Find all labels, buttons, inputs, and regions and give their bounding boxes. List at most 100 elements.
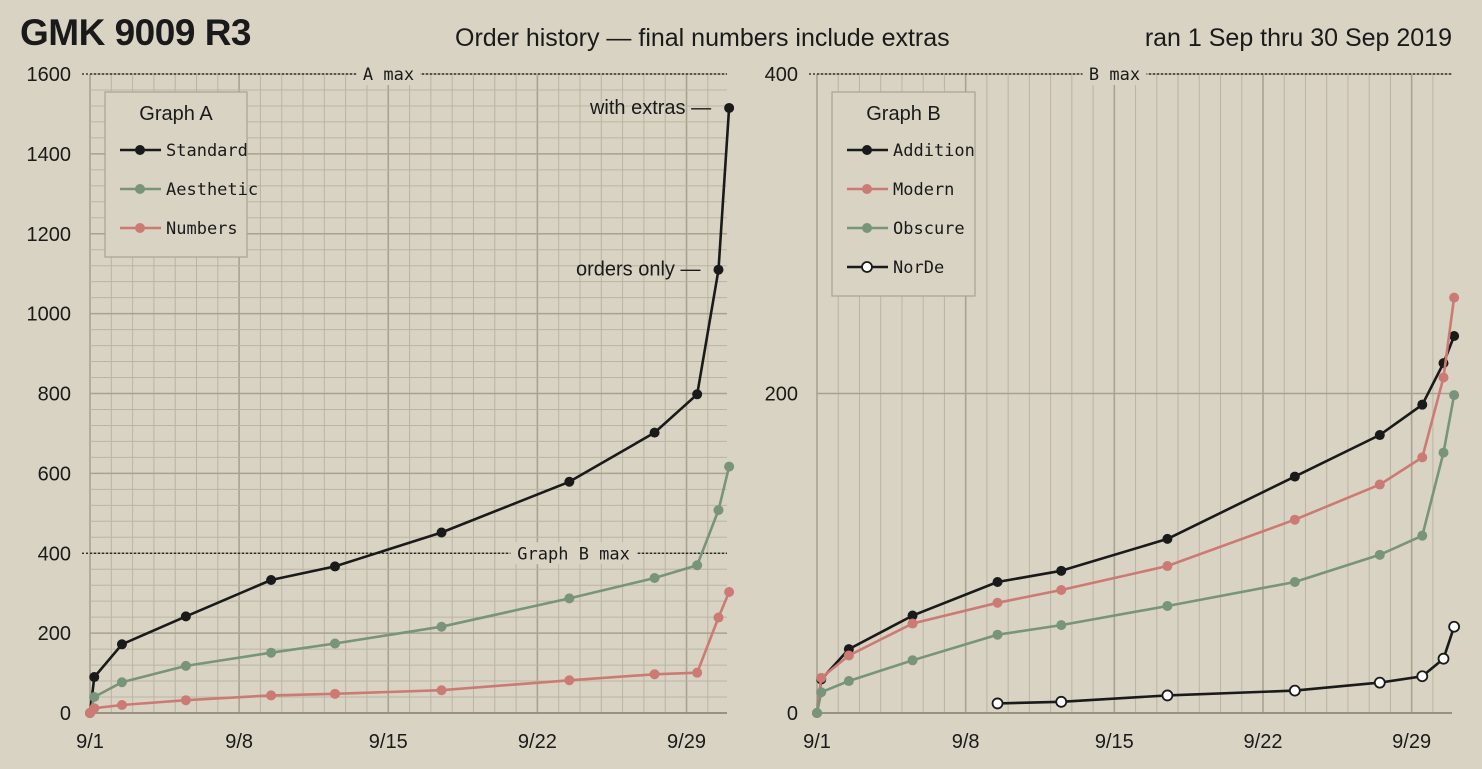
data-point-obscure xyxy=(812,708,822,718)
annotation-label: with extras — xyxy=(589,97,711,119)
data-point-obscure xyxy=(1438,447,1449,458)
data-point-obscure xyxy=(1417,530,1428,541)
x-tick-label: 9/22 xyxy=(1244,731,1283,753)
series-line-standard xyxy=(88,107,731,714)
legend-entry-addition: Addition xyxy=(893,141,975,161)
x-tick-label: 9/29 xyxy=(667,731,706,753)
legend-entry-modern: Modern xyxy=(893,180,954,200)
data-point-standard xyxy=(692,389,703,400)
data-point-standard xyxy=(180,611,191,622)
data-point-obscure xyxy=(816,687,827,698)
y-tick-label: 800 xyxy=(38,384,71,406)
legend-entry-norde: NorDe xyxy=(893,258,944,278)
x-tick-label: 9/29 xyxy=(1392,731,1431,753)
x-tick-label: 9/15 xyxy=(1095,731,1134,753)
data-point-norde xyxy=(1437,652,1450,665)
y-tick-label: 1200 xyxy=(27,224,72,246)
data-point-standard xyxy=(436,527,447,538)
data-point-obscure xyxy=(907,655,918,666)
data-point-aesthetic xyxy=(180,660,191,671)
y-tick-label: 200 xyxy=(38,623,71,645)
y-tick-label: 400 xyxy=(38,543,71,565)
data-point-norde xyxy=(1373,676,1386,689)
series-line-modern xyxy=(815,297,1456,714)
y-tick-label: 600 xyxy=(38,463,71,485)
data-point-modern xyxy=(816,672,827,683)
data-point-numbers xyxy=(564,675,575,686)
data-point-obscure xyxy=(992,629,1003,640)
data-point-obscure xyxy=(1162,600,1173,611)
data-point-modern xyxy=(1417,452,1428,463)
data-point-standard xyxy=(116,639,127,650)
data-point-modern xyxy=(1374,479,1385,490)
reference-label-bg xyxy=(510,542,637,565)
data-point-obscure xyxy=(843,676,854,687)
legend: Graph B Addition Modern Obscure NorDe xyxy=(831,91,976,297)
reference-line-label: Graph B max xyxy=(517,544,630,564)
data-point-modern xyxy=(907,618,918,629)
chart-b: 0 200 400 9/1 9/8 9/15 9/22 9/29 B max Graph B Add… xyxy=(765,63,1461,753)
data-point-aesthetic xyxy=(89,692,100,703)
data-point-numbers xyxy=(180,695,191,706)
data-point-aesthetic xyxy=(713,505,724,516)
reference-line-label: A max xyxy=(363,65,414,85)
y-tick-label: 200 xyxy=(765,384,798,406)
data-point-obscure xyxy=(1289,577,1300,588)
data-point-numbers xyxy=(713,612,724,623)
data-point-aesthetic xyxy=(116,677,127,688)
data-point-obscure xyxy=(1449,390,1460,401)
legend-entry-aesthetic: Aesthetic xyxy=(166,180,258,200)
legend-entry-numbers: Numbers xyxy=(166,219,238,239)
data-point-aesthetic xyxy=(649,573,660,584)
x-tick-label: 9/15 xyxy=(369,731,408,753)
x-tick-label: 9/8 xyxy=(225,731,253,753)
data-point-numbers xyxy=(116,700,127,711)
legend-entry-standard: Standard xyxy=(166,141,248,161)
x-tick-label: 9/22 xyxy=(518,731,557,753)
page-title: GMK 9009 R3 xyxy=(20,12,252,53)
data-point-addition xyxy=(992,577,1003,588)
legend-entry-obscure: Obscure xyxy=(893,219,965,239)
chart-a: 0 200 400 600 800 1000 1200 1400 1600 9/1 9/8 9/15 9… xyxy=(27,63,735,753)
data-point-aesthetic xyxy=(564,593,575,604)
y-tick-label: 400 xyxy=(765,64,798,86)
data-point-numbers xyxy=(89,703,100,714)
x-tick-label: 9/8 xyxy=(952,731,980,753)
data-point-numbers xyxy=(724,586,735,597)
data-point-addition xyxy=(1417,399,1428,410)
data-point-norde xyxy=(1416,670,1429,683)
y-tick-label: 0 xyxy=(787,703,798,725)
data-point-standard xyxy=(564,476,575,487)
y-tick-label: 0 xyxy=(60,703,71,725)
legend-box xyxy=(104,91,248,258)
chart-subtitle: Order history — final numbers include ex… xyxy=(455,24,950,52)
data-point-norde xyxy=(1448,620,1461,633)
data-point-modern xyxy=(1438,372,1449,383)
data-point-numbers xyxy=(649,669,660,680)
series-line-aesthetic xyxy=(88,466,731,714)
x-tick-label: 9/1 xyxy=(803,731,831,753)
data-point-modern xyxy=(843,650,854,661)
data-point-standard xyxy=(724,102,735,113)
series-line-norde xyxy=(997,626,1456,705)
legend-swatch-marker xyxy=(135,145,145,155)
data-point-standard xyxy=(330,561,340,572)
data-point-aesthetic xyxy=(330,638,340,649)
x-tick-label: 9/1 xyxy=(76,731,104,753)
data-point-modern xyxy=(992,597,1003,608)
legend-swatch-marker xyxy=(862,223,872,233)
data-point-numbers xyxy=(266,690,277,701)
data-point-addition xyxy=(1056,565,1067,576)
data-point-obscure xyxy=(1374,549,1385,560)
data-point-aesthetic xyxy=(692,560,703,571)
legend-title: Graph A xyxy=(139,103,213,125)
legend-title: Graph B xyxy=(866,103,940,125)
reference-label-bg xyxy=(1082,63,1147,85)
data-point-standard xyxy=(713,264,724,275)
date-range: ran 1 Sep thru 30 Sep 2019 xyxy=(1144,24,1452,52)
data-point-norde xyxy=(1161,689,1174,702)
data-point-obscure xyxy=(1056,620,1067,631)
legend-swatch-marker xyxy=(861,261,873,273)
y-tick-label: 1600 xyxy=(27,64,72,86)
